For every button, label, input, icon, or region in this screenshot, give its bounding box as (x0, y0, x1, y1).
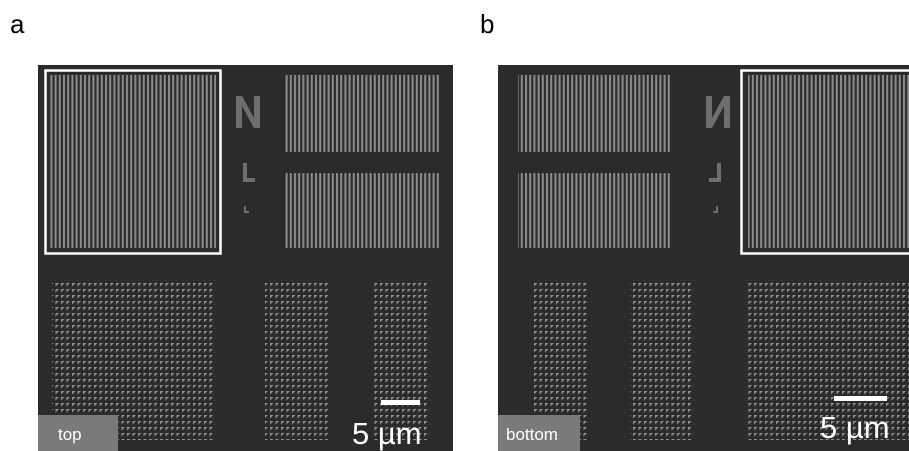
grating (518, 75, 672, 152)
scale-bar (381, 400, 420, 405)
array (630, 280, 693, 440)
panel-label: a (10, 9, 25, 39)
grating (748, 75, 909, 248)
tag: top (58, 425, 82, 444)
grating (50, 75, 216, 248)
figure: a top 5 µm b bottom 5 µm (0, 0, 909, 451)
tag: bottom (506, 425, 558, 444)
panel-b: b bottom 5 µm (480, 9, 909, 451)
grating (285, 173, 441, 248)
array (265, 280, 330, 440)
panel-a: a top 5 µm (10, 9, 453, 451)
scale-label: 5 µm (820, 410, 890, 445)
panel-label: b (480, 9, 494, 39)
grating (285, 75, 441, 152)
grating (518, 173, 672, 248)
scale-bar (834, 396, 887, 401)
scale-label: 5 µm (352, 416, 422, 451)
